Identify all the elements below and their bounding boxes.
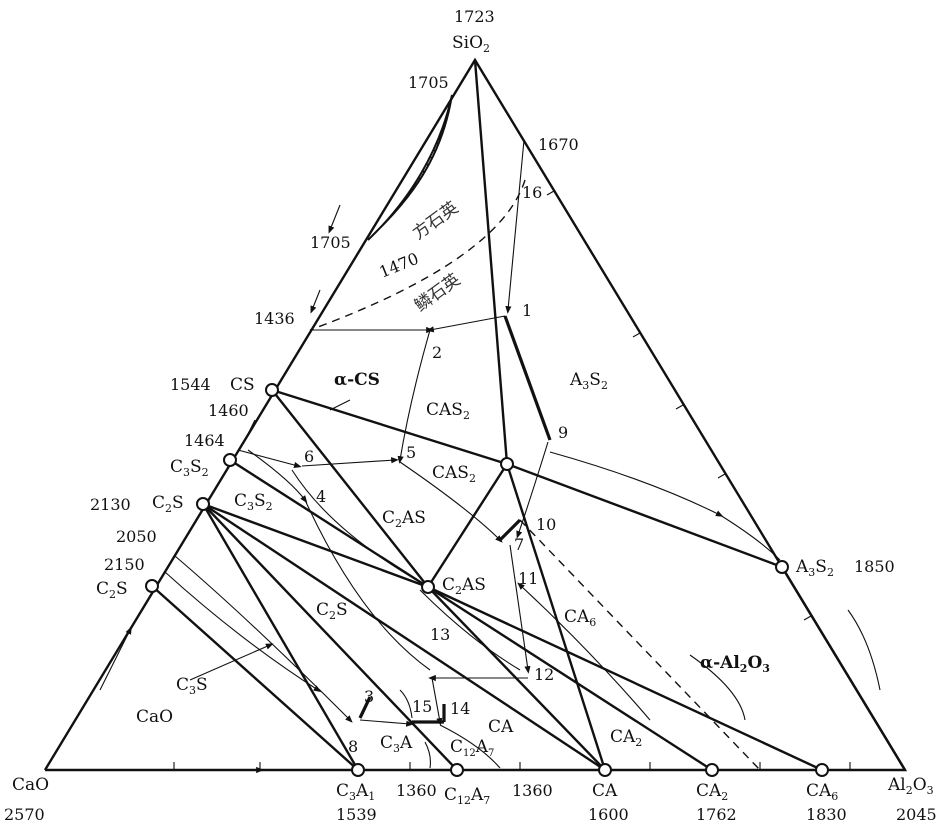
ca6-temp: 1830 (806, 805, 847, 824)
c12a7-label: C12A7 (444, 785, 490, 807)
invariant-point-1: 1 (522, 301, 532, 320)
c12a7-temp: 1360 (396, 781, 437, 800)
point-cas2 (500, 457, 514, 471)
cs-temp-b: 1460 (208, 401, 249, 420)
point-c3s2 (223, 453, 237, 467)
field-cristobalite: 方石英 (409, 198, 462, 244)
a3s2-temp: 1850 (854, 557, 895, 576)
field-ca6: CA6 (564, 607, 596, 629)
point-ca2 (705, 763, 719, 777)
tie-lines (151, 59, 907, 772)
invariant-point-8: 8 (348, 737, 358, 756)
point-c2as (421, 580, 435, 594)
temp-1670: 1670 (538, 135, 579, 154)
invariant-point-6: 6 (304, 447, 314, 466)
al2o3-temp: 2045 (896, 805, 937, 824)
point-ca (598, 763, 612, 777)
point-cs (265, 383, 279, 397)
point-c2s-lower (145, 579, 159, 593)
cas2-label: CAS2 (432, 463, 476, 485)
boundary-curves (99, 139, 881, 774)
sio2-label: SiO2 (452, 33, 490, 55)
c3a-temp: 1539 (336, 805, 377, 824)
invariant-point-15: 15 (412, 697, 432, 716)
temp-1705-left: 1705 (310, 233, 351, 252)
temp-1705-top: 1705 (408, 73, 449, 92)
field-c2as: C2AS (382, 508, 426, 530)
invariant-point-5: 5 (406, 443, 416, 462)
invariant-point-12: 12 (534, 665, 554, 684)
c3s2-temp: 1464 (184, 431, 225, 450)
ca-temp: 1600 (588, 805, 629, 824)
al2o3-label: Al2O3 (887, 775, 934, 797)
cs-label: CS (230, 375, 255, 395)
c3s2-label: C3S2 (170, 457, 209, 479)
point-c12a7 (450, 763, 464, 777)
field-c3s2: C3S2 (234, 491, 273, 513)
dashed-lines (309, 179, 761, 771)
c3a-label: C3A1 (336, 781, 375, 803)
a3s2-label: A3S2 (795, 557, 834, 579)
invariant-point-labels: 1 2 3 4 5 6 7 8 9 10 11 12 13 14 15 16 (304, 183, 568, 756)
thick-segments (358, 315, 552, 724)
point-a3s2 (775, 560, 789, 574)
invariant-point-13: 13 (430, 625, 450, 644)
field-ca: CA (488, 717, 514, 737)
field-ca2: CA2 (610, 727, 642, 749)
field-c12a7: C12A7 (450, 737, 494, 759)
liquid-immiscibility-region (367, 94, 453, 241)
c2s-upper-temp: 2130 (90, 495, 131, 514)
field-tridymite: 鳞石英 (411, 270, 464, 316)
invariant-point-2: 2 (432, 343, 442, 362)
invariant-point-16: 16 (522, 183, 542, 202)
invariant-point-9: 9 (558, 423, 568, 442)
ca2-label: CA2 (696, 781, 728, 803)
point-c2s-upper (196, 497, 210, 511)
field-a3s2: A3S2 (569, 370, 608, 392)
c2s-lower-temp-b: 2150 (104, 555, 145, 574)
field-c3s: C3S (176, 675, 208, 697)
invariant-point-14: 14 (450, 699, 470, 718)
ca6-label: CA6 (806, 781, 838, 803)
field-alpha-cs: α-CS (334, 370, 380, 390)
sio2-temp: 1723 (454, 7, 495, 26)
invariant-point-10: 10 (536, 515, 556, 534)
cao-temp: 2570 (4, 805, 45, 824)
temp-1436: 1436 (254, 309, 295, 328)
invariant-point-11: 11 (518, 569, 538, 588)
c2as-label: C2AS (442, 575, 486, 597)
point-ca6 (815, 763, 829, 777)
ca-label: CA (592, 781, 618, 801)
cs-temp-a: 1544 (170, 375, 211, 394)
field-cao: CaO (136, 707, 173, 727)
field-c2s: C2S (316, 600, 348, 622)
c2s-lower-temp-a: 2050 (116, 527, 157, 546)
point-c3a (351, 763, 365, 777)
field-alpha-al2o3: α-Al2O3 (700, 653, 770, 675)
cao-label: CaO (12, 775, 49, 795)
invariant-point-7: 7 (514, 535, 524, 554)
c2s-lower-label: C2S (96, 579, 128, 601)
triangle-outline (43, 57, 908, 772)
field-cas2: CAS2 (426, 400, 470, 422)
temp-1470: 1470 (376, 249, 421, 282)
c2s-upper-label: C2S (152, 493, 184, 515)
ca-eutectic-temp: 1360 (512, 781, 553, 800)
compound-points (145, 383, 829, 777)
invariant-point-3: 3 (364, 687, 374, 706)
ca2-temp: 1762 (696, 805, 737, 824)
invariant-point-4: 4 (316, 487, 326, 506)
field-c3a: C3A (380, 733, 413, 755)
